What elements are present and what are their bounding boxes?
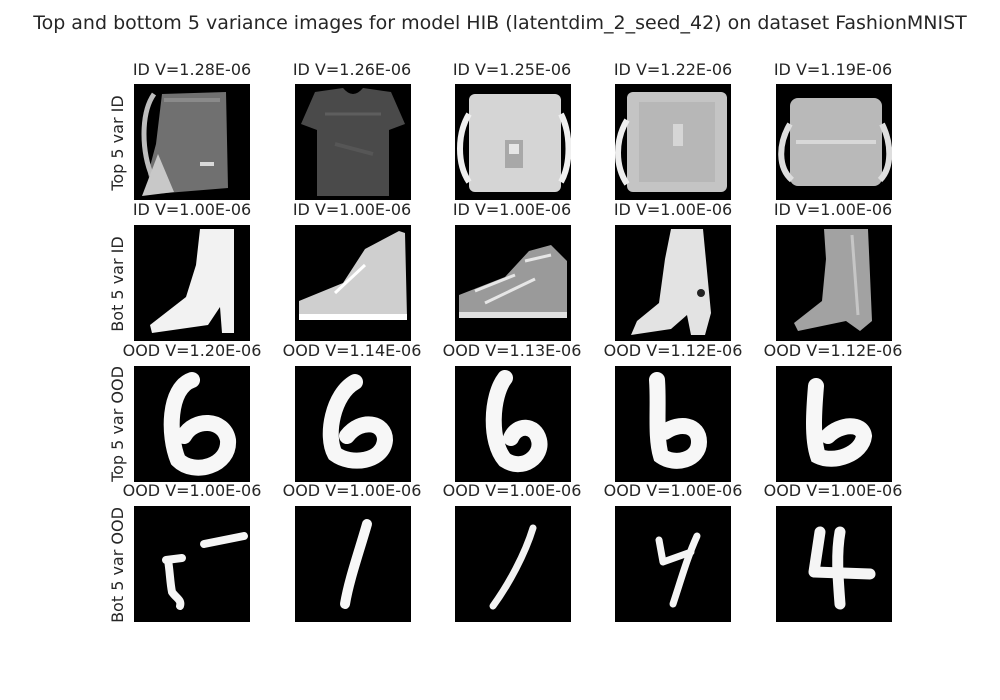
cell-title: OOD V=1.13E-06 [442,341,582,360]
bag-image [776,84,892,200]
cell-title: OOD V=1.00E-06 [122,481,262,500]
digit-six-image [134,366,250,482]
bag-image [455,84,571,200]
cell-title: ID V=1.25E-06 [452,60,572,79]
row-label-bot-id: Bot 5 var ID [108,236,127,332]
digit-five-image [134,506,250,622]
sneaker-image [295,225,411,341]
digit-six-image [455,366,571,482]
cell-title: ID V=1.28E-06 [132,60,252,79]
digit-four-image [776,506,892,622]
cell-title: ID V=1.00E-06 [292,200,412,219]
ankle-boot-image [776,225,892,341]
digit-six-image [615,366,731,482]
digit-six-image [776,366,892,482]
cell-title: OOD V=1.00E-06 [282,481,422,500]
cell-title: OOD V=1.12E-06 [763,341,903,360]
ankle-boot-image [615,225,731,341]
cell-title: ID V=1.19E-06 [773,60,893,79]
bag-image [615,84,731,200]
row-label-bot-ood: Bot 5 var OOD [108,507,127,623]
cell-title: ID V=1.00E-06 [773,200,893,219]
sneaker-image [455,225,571,341]
cell-title: OOD V=1.20E-06 [122,341,262,360]
cell-title: ID V=1.00E-06 [452,200,572,219]
bag-image [134,84,250,200]
digit-one-image [295,506,411,622]
cell-title: ID V=1.22E-06 [613,60,733,79]
cell-title: OOD V=1.14E-06 [282,341,422,360]
cell-title: OOD V=1.00E-06 [603,481,743,500]
cell-title: ID V=1.00E-06 [613,200,733,219]
row-label-top-id: Top 5 var ID [108,95,127,191]
row-label-top-ood: Top 5 var OOD [108,366,127,482]
cell-title: OOD V=1.00E-06 [763,481,903,500]
cell-title: ID V=1.26E-06 [292,60,412,79]
cell-title: OOD V=1.12E-06 [603,341,743,360]
figure-title: Top and bottom 5 variance images for mod… [33,12,967,34]
ankle-boot-image [134,225,250,341]
tshirt-image [295,84,411,200]
digit-one-image [455,506,571,622]
cell-title: ID V=1.00E-06 [132,200,252,219]
digit-six-image [295,366,411,482]
digit-four-image [615,506,731,622]
cell-title: OOD V=1.00E-06 [442,481,582,500]
